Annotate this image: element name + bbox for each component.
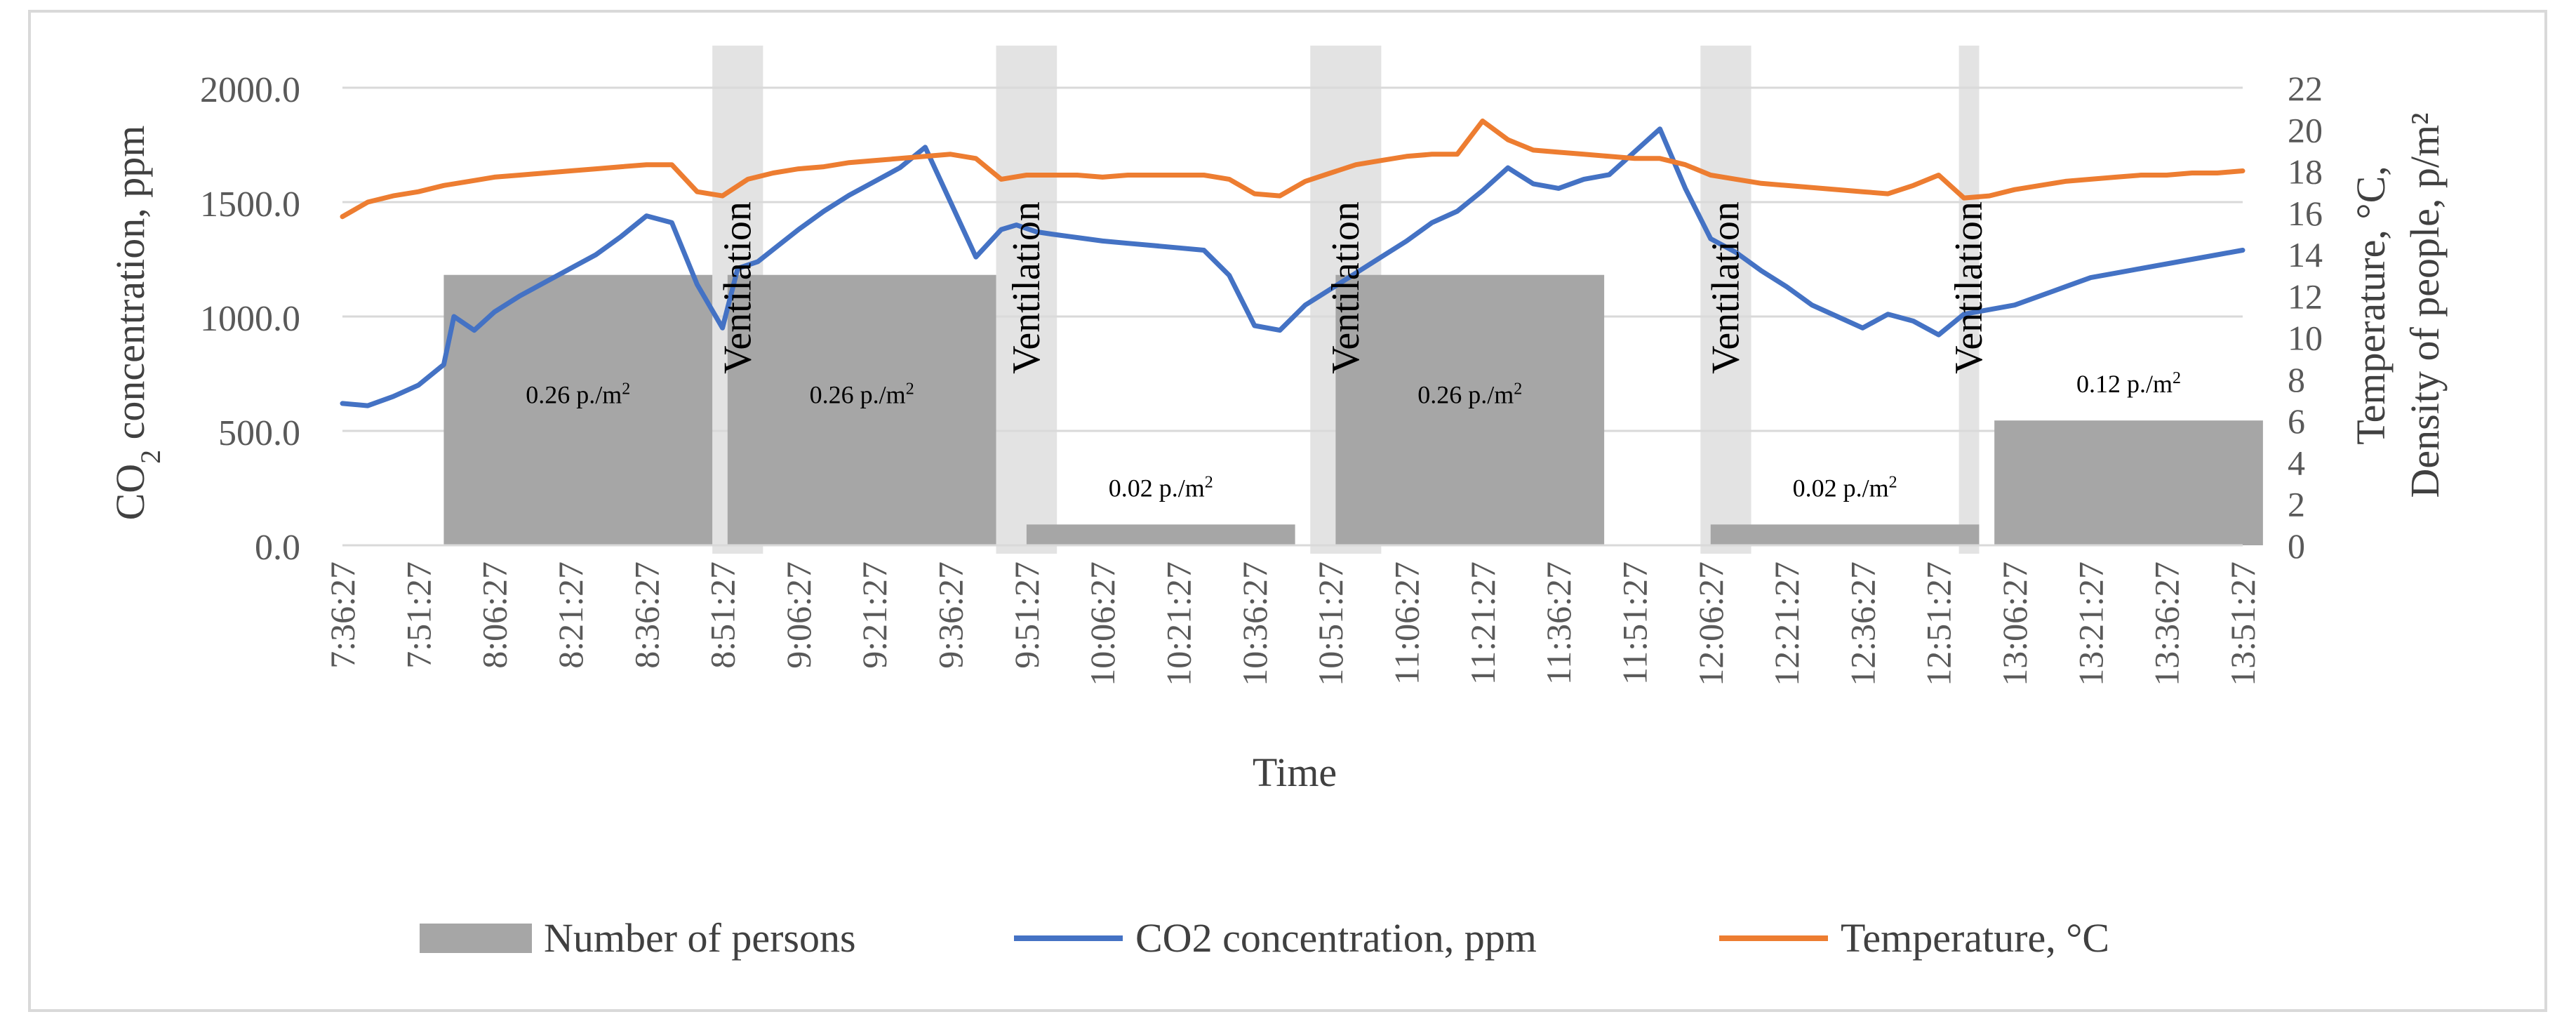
y-right-tick-label: 4	[2288, 443, 2305, 482]
x-tick-label: 13:36:27	[2147, 561, 2187, 686]
y-left-tick-label: 0.0	[255, 528, 300, 568]
x-tick-label: 9:36:27	[931, 561, 970, 669]
occupancy-bar	[1026, 524, 1295, 545]
x-tick-label: 8:21:27	[551, 561, 590, 669]
legend: Number of persons CO2 concentration, ppm…	[420, 915, 2109, 961]
x-tick-label: 13:51:27	[2223, 561, 2262, 686]
y-right-tick-label: 14	[2288, 235, 2323, 274]
density-label: 0.26 p./m2	[810, 380, 914, 408]
ventilation-label: Ventilation	[1704, 201, 1747, 374]
density-label: 0.26 p./m2	[1417, 380, 1522, 408]
ventilation-band	[1958, 46, 1980, 554]
y-left-tick-label: 500.0	[218, 413, 300, 453]
y-right-tick-label: 22	[2288, 69, 2323, 108]
y-left-tick-label: 2000.0	[200, 70, 300, 110]
x-tick-label: 12:51:27	[1919, 561, 1958, 686]
occupancy-bar	[727, 274, 996, 545]
y-right-tick-label: 18	[2288, 152, 2323, 192]
y-left-tick-label: 1000.0	[200, 299, 300, 339]
x-tick-label: 13:21:27	[2071, 561, 2110, 686]
x-tick-label: 12:21:27	[1767, 561, 1806, 686]
x-tick-label: 8:36:27	[627, 561, 666, 669]
density-label: 0.12 p./m2	[2076, 369, 2181, 398]
ventilation-label: Ventilation	[1005, 201, 1048, 374]
x-axis-label: Time	[1253, 749, 1337, 795]
legend-label-number-of-persons: Number of persons	[544, 915, 856, 961]
y-right-tick-label: 10	[2288, 319, 2323, 358]
temperature-line	[340, 118, 2245, 220]
x-tick-label: 11:06:27	[1387, 561, 1426, 685]
x-tick-label: 9:06:27	[779, 561, 818, 669]
ventilation-band	[1700, 46, 1751, 554]
occupancy-bar	[1994, 420, 2263, 545]
y-right-tick-label: 0	[2288, 526, 2305, 566]
ventilation-label: Ventilation	[1947, 201, 1991, 374]
y-right-tick-label: 6	[2288, 401, 2305, 441]
x-tick-label: 10:51:27	[1311, 561, 1350, 686]
y-axis-right-label-line1: Temperature, °C,	[2348, 166, 2394, 445]
density-label: 0.26 p./m2	[526, 380, 630, 408]
co2-line	[340, 126, 2245, 408]
x-tick-label: 9:21:27	[855, 561, 894, 669]
ventilation-label: Ventilation	[716, 201, 759, 374]
x-tick-label: 8:51:27	[703, 561, 742, 669]
density-label: 0.02 p./m2	[1793, 473, 1897, 502]
x-tick-label: 10:36:27	[1235, 561, 1274, 686]
x-tick-label: 8:06:27	[475, 561, 514, 669]
y-right-tick-label: 2	[2288, 485, 2305, 524]
y-axis-left-label: CO2 concentration, ppm	[107, 126, 166, 521]
y-right-tick-label: 16	[2288, 194, 2323, 233]
ventilation-label: Ventilation	[1324, 201, 1368, 374]
occupancy-bar	[1710, 524, 1980, 545]
y-right-tick-label: 8	[2288, 360, 2305, 399]
density-label: 0.02 p./m2	[1109, 473, 1213, 502]
x-tick-label: 9:51:27	[1007, 561, 1046, 669]
series-lines	[340, 118, 2245, 408]
x-tick-label: 12:06:27	[1691, 561, 1730, 686]
annotation-labels: 0.26 p./m2 0.26 p./m2 0.02 p./m2 0.26 p./m2…	[526, 201, 2181, 502]
occupancy-bars	[443, 274, 2263, 545]
x-tick-label: 12:36:27	[1843, 561, 1882, 686]
x-tick-label: 13:06:27	[1995, 561, 2034, 686]
y-left-tick-label: 1500.0	[200, 185, 300, 225]
x-tick-label: 11:21:27	[1463, 561, 1502, 685]
axes: 0.0500.01000.01500.02000.002468101214161…	[200, 69, 2323, 686]
legend-label-temperature: Temperature, °C	[1841, 915, 2109, 961]
x-tick-label: 7:36:27	[323, 561, 362, 669]
ventilation-band	[996, 46, 1057, 554]
y-right-tick-label: 12	[2288, 277, 2323, 316]
y-axis-right-label-line2: Density of people, p/m²	[2402, 113, 2448, 498]
x-tick-label: 7:51:27	[399, 561, 438, 669]
x-tick-label: 11:51:27	[1615, 561, 1654, 685]
legend-label-co2: CO2 concentration, ppm	[1135, 915, 1537, 961]
x-tick-label: 10:21:27	[1159, 561, 1199, 686]
x-tick-label: 10:06:27	[1083, 561, 1122, 686]
x-tick-label: 11:36:27	[1539, 561, 1578, 685]
occupancy-bar	[443, 274, 713, 545]
occupancy-bar	[1335, 274, 1605, 545]
legend-swatch-number-of-persons	[420, 924, 532, 953]
y-right-tick-label: 20	[2288, 110, 2323, 149]
